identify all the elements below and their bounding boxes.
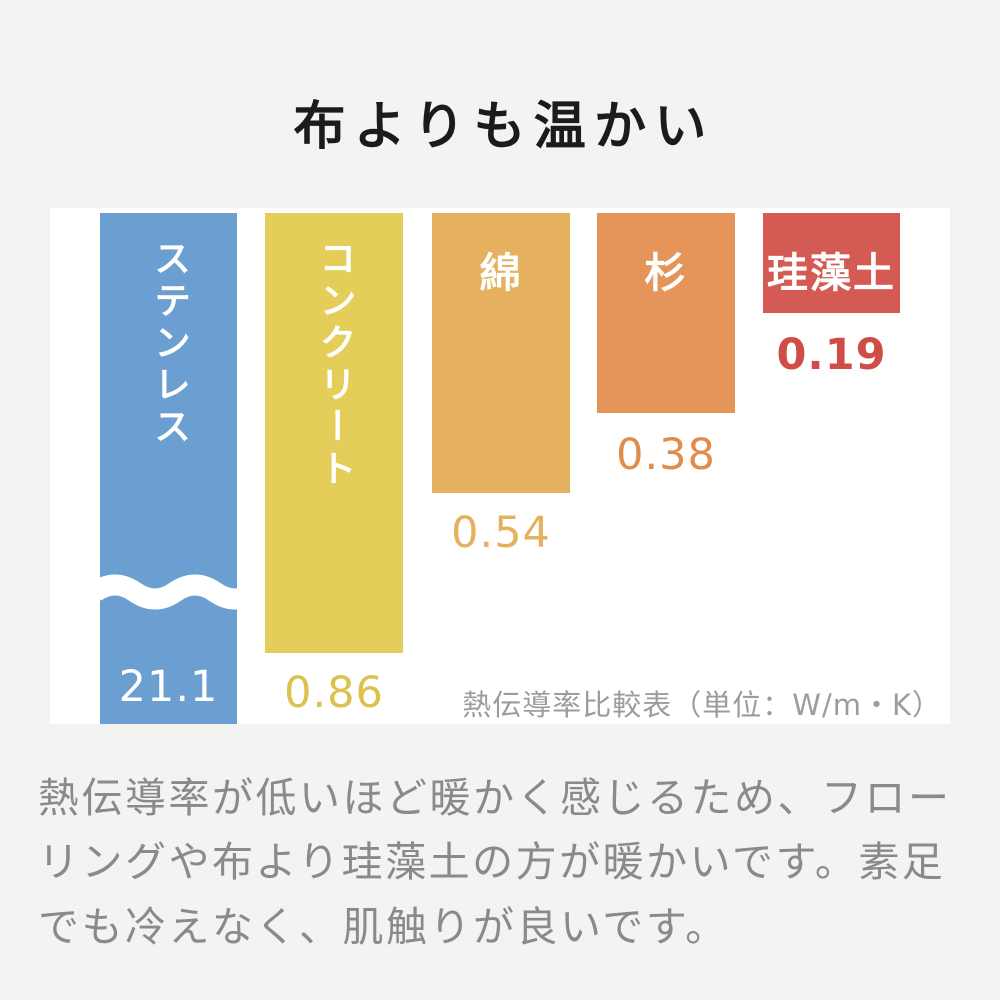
- description-text: 熱伝導率が低いほど暖かく感じるため、フローリングや布より珪藻土の方が暖かいです。…: [38, 774, 952, 951]
- bar-stainless: ステンレス 21.1: [100, 213, 237, 724]
- page-title: 布よりも温かい: [293, 96, 715, 157]
- bar-cedar: 杉: [597, 213, 735, 413]
- bar-value-cotton: 0.54: [451, 508, 551, 558]
- bar-label-diatomite: 珪藻土: [767, 249, 896, 297]
- bar-value-concrete: 0.86: [284, 668, 384, 718]
- bar-value-cedar: 0.38: [616, 430, 716, 480]
- bar-label-stainless: ステンレス: [147, 239, 191, 449]
- bar-label-cotton: 綿: [479, 249, 523, 297]
- axis-break-wave-icon: [100, 574, 237, 610]
- bar-label-concrete: コンクリート: [313, 239, 356, 491]
- thermal-conductivity-bar-chart: ステンレス 21.1 コンクリート 綿 杉 珪藻土 0.86 0.54 0.38…: [50, 208, 950, 724]
- bar-cotton: 綿: [432, 213, 570, 493]
- chart-caption: 熱伝導率比較表（単位：W/m・K）: [462, 688, 942, 722]
- bar-value-stainless: 21.1: [118, 662, 219, 712]
- bar-value-diatomite: 0.19: [776, 330, 887, 380]
- bar-label-cedar: 杉: [644, 249, 688, 297]
- bar-concrete: コンクリート: [265, 213, 403, 653]
- bar-diatomite: 珪藻土: [763, 213, 900, 313]
